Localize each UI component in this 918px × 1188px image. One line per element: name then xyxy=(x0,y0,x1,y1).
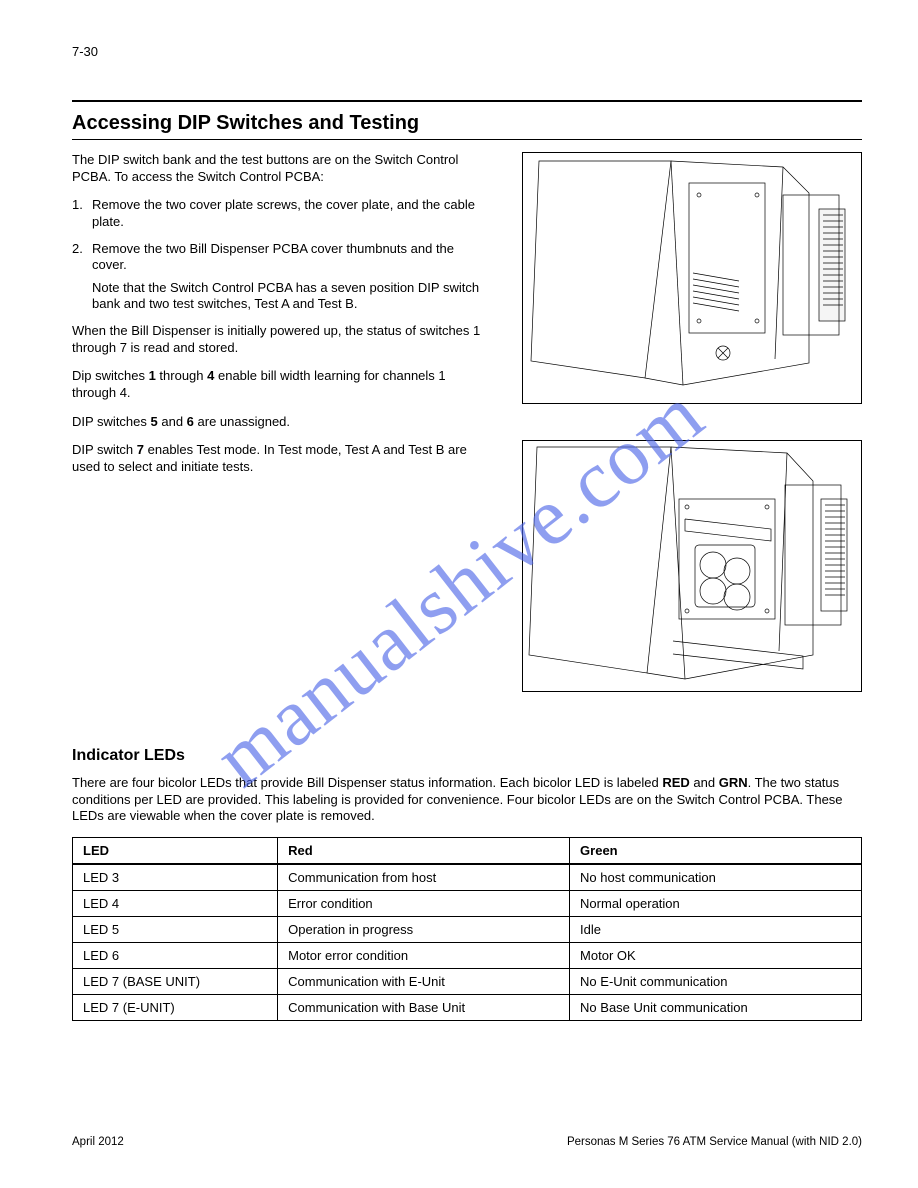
table-row: LED 4 Error condition Normal operation xyxy=(73,890,862,916)
footer-left: April 2012 xyxy=(72,1136,124,1148)
col-header: Green xyxy=(570,837,862,864)
table-row: LED 3 Communication from host No host co… xyxy=(73,864,862,891)
step-body: Remove the two cover plate screws, the c… xyxy=(92,197,492,230)
led-intro: There are four bicolor LEDs that provide… xyxy=(72,775,862,825)
col-header: Red xyxy=(278,837,570,864)
section-title: Accessing DIP Switches and Testing xyxy=(72,112,862,135)
bold-label: 7 xyxy=(137,442,144,457)
table-row: LED 7 (E-UNIT) Communication with Base U… xyxy=(73,994,862,1020)
table-row: LED 7 (BASE UNIT) Communication with E-U… xyxy=(73,968,862,994)
paragraph: When the Bill Dispenser is initially pow… xyxy=(72,323,492,356)
page-footer: April 2012 Personas M Series 76 ATM Serv… xyxy=(72,1136,862,1148)
subhead-indicator-leds: Indicator LEDs xyxy=(72,747,862,765)
bold-label: 1 xyxy=(149,368,156,383)
left-column: The DIP switch bank and the test buttons… xyxy=(72,152,492,475)
step-1: 1. Remove the two cover plate screws, th… xyxy=(72,197,492,230)
bold-label: 5 xyxy=(151,414,158,429)
col-header: LED xyxy=(73,837,278,864)
figure-1 xyxy=(522,152,862,404)
bold-label: GRN xyxy=(719,775,748,790)
paragraph: DIP switches 5 and 6 are unassigned. xyxy=(72,414,492,431)
figure-2 xyxy=(522,440,862,692)
table-row: LED 5 Operation in progress Idle xyxy=(73,916,862,942)
page-number-top: 7-30 xyxy=(72,44,98,59)
step-number: 1. xyxy=(72,197,92,230)
step-body: Remove the two Bill Dispenser PCBA cover… xyxy=(92,241,492,314)
figure-2-illustration xyxy=(523,441,861,691)
bold-label: 6 xyxy=(187,414,194,429)
two-column-region: The DIP switch bank and the test buttons… xyxy=(72,152,862,737)
step-note: Note that the Switch Control PCBA has a … xyxy=(92,280,492,313)
top-rule-thick xyxy=(72,100,862,102)
bold-label: RED xyxy=(662,775,689,790)
table-row: LED 6 Motor error condition Motor OK xyxy=(73,942,862,968)
paragraph: DIP switch 7 enables Test mode. In Test … xyxy=(72,442,492,475)
intro-paragraph: The DIP switch bank and the test buttons… xyxy=(72,152,492,185)
figure-1-illustration xyxy=(523,153,861,403)
footer-right: Personas M Series 76 ATM Service Manual … xyxy=(567,1136,862,1148)
step-2: 2. Remove the two Bill Dispenser PCBA co… xyxy=(72,241,492,314)
table-header-row: LED Red Green xyxy=(73,837,862,864)
led-table: LED Red Green LED 3 Communication from h… xyxy=(72,837,862,1021)
step-number: 2. xyxy=(72,241,92,314)
paragraph: Dip switches 1 through 4 enable bill wid… xyxy=(72,368,492,401)
